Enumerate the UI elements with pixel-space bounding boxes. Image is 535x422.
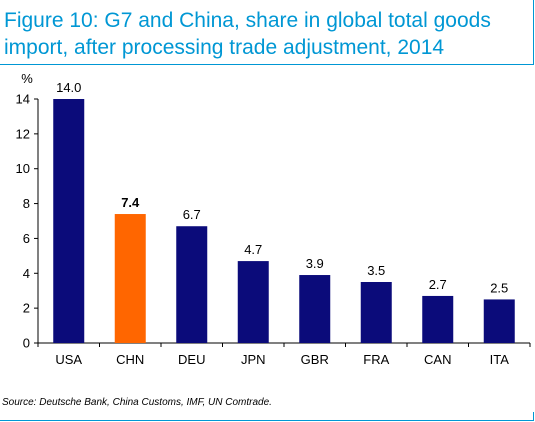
- y-tick-label: 2: [23, 301, 30, 316]
- x-tick-label-jpn: JPN: [241, 352, 266, 367]
- value-label-jpn: 4.7: [244, 242, 262, 257]
- bar-can: [422, 295, 454, 343]
- x-tick-label-usa: USA: [55, 352, 82, 367]
- bar-fra: [360, 282, 392, 343]
- value-label-fra: 3.5: [367, 263, 385, 278]
- bar-gbr: [299, 275, 331, 343]
- x-tick-label-fra: FRA: [363, 352, 389, 367]
- value-label-usa: 14.0: [56, 80, 81, 95]
- y-axis-unit: %: [21, 71, 33, 86]
- bar-ita: [483, 299, 515, 343]
- x-tick-label-ita: ITA: [490, 352, 510, 367]
- x-tick-label-deu: DEU: [178, 352, 205, 367]
- y-tick-label: 4: [23, 266, 30, 281]
- y-tick-label: 10: [16, 161, 30, 176]
- x-tick-label-can: CAN: [424, 352, 451, 367]
- bar-chn: [114, 214, 146, 343]
- title-box: Figure 10: G7 and China, share in global…: [0, 0, 534, 65]
- labels: 14.0 USA 7.4 CHN 6.7 DEU 4.7 JPN 3.9 GBR 3.5 FRA 2.7…: [55, 80, 509, 367]
- y-tick-label: 6: [23, 231, 30, 246]
- y-tick-label: 8: [23, 196, 30, 211]
- bar-usa: [53, 99, 85, 343]
- x-tick-label-gbr: GBR: [301, 352, 329, 367]
- x-tick-label-chn: CHN: [116, 352, 144, 367]
- value-label-deu: 6.7: [183, 207, 201, 222]
- bars: [53, 99, 515, 343]
- value-label-gbr: 3.9: [306, 256, 324, 271]
- y-tick-label: 0: [23, 336, 30, 351]
- y-tick-label: 12: [16, 126, 30, 141]
- bar-deu: [176, 226, 208, 343]
- y-tick-label: 14: [16, 92, 30, 107]
- value-label-can: 2.7: [429, 277, 447, 292]
- chart-title: Figure 10: G7 and China, share in global…: [4, 9, 491, 59]
- source-rule: [0, 412, 534, 421]
- value-label-ita: 2.5: [490, 280, 508, 295]
- value-label-chn: 7.4: [121, 195, 140, 210]
- bar-chart: 0 2 4 6 8 10 12 14% 14.0 USA 7.4 CHN 6.7 DEU 4.7 JPN 3.…: [16, 71, 531, 367]
- bar-jpn: [237, 261, 269, 343]
- source-note: Source: Deutsche Bank, China Customs, IM…: [2, 397, 272, 408]
